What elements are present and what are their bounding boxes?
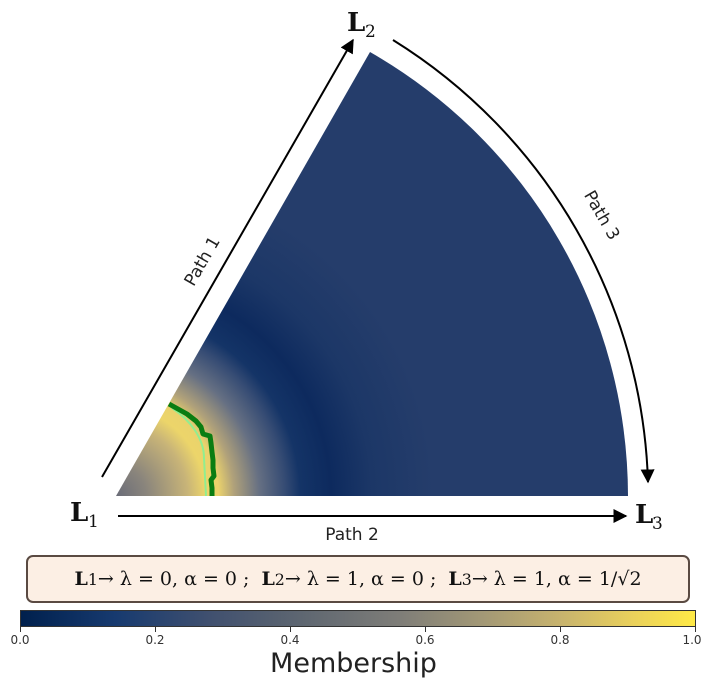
legend-l3-letter: L [448, 568, 462, 590]
legend-l1-letter: L [74, 568, 88, 590]
colorbar-tick-2 [290, 627, 291, 632]
colorbar-tick-label-5: 1.0 [682, 633, 702, 647]
vertex-l1-sub: 1 [88, 512, 99, 532]
colorbar-tick-label-4: 0.8 [550, 633, 570, 647]
legend-l2-text: → λ = 1, α = 0 ; [284, 568, 437, 590]
path3-label: Path 3 [579, 187, 623, 243]
colorbar-tick-label-0: 0.0 [10, 633, 30, 647]
legend-l2-letter: L [261, 568, 275, 590]
vertex-l2: L 2 [347, 8, 376, 42]
vertex-l1: L 1 [70, 498, 99, 532]
colorbar-tick-5 [695, 627, 696, 632]
vertex-l3-sub: 3 [652, 514, 663, 534]
membership-region [116, 52, 628, 496]
legend-l3-sub: 3 [461, 569, 472, 589]
colorbar-tick-1 [155, 627, 156, 632]
colorbar-tick-4 [560, 627, 561, 632]
legend-l1-text: → λ = 0, α = 0 ; [97, 568, 250, 590]
legend-l3-text: → λ = 1, α = 1/√2 [471, 568, 642, 590]
vertex-l3: L 3 [635, 500, 663, 534]
membership-boundary-light [171, 407, 207, 497]
vertex-l3-letter: L [635, 500, 653, 530]
path2-label: Path 2 [325, 525, 379, 545]
colorbar-tick-label-1: 0.2 [145, 633, 165, 647]
legend-l1-sub: 1 [87, 569, 98, 589]
colorbar-tick-3 [425, 627, 426, 632]
membership-boundary [167, 401, 217, 496]
vertex-l2-letter: L [347, 8, 365, 38]
colorbar-title: Membership [270, 648, 437, 679]
colorbar-tick-label-3: 0.6 [415, 633, 435, 647]
path3-arrow [392, 39, 655, 484]
vertex-l1-letter: L [70, 498, 88, 528]
vertex-l2-sub: 2 [365, 22, 376, 42]
legend-l2-sub: 2 [274, 569, 285, 589]
path1-label: Path 1 [181, 233, 225, 289]
colorbar [20, 610, 696, 627]
path1-arrow [101, 38, 354, 478]
colorbar-tick-0 [20, 627, 21, 632]
colorbar-tick-label-2: 0.4 [280, 633, 300, 647]
